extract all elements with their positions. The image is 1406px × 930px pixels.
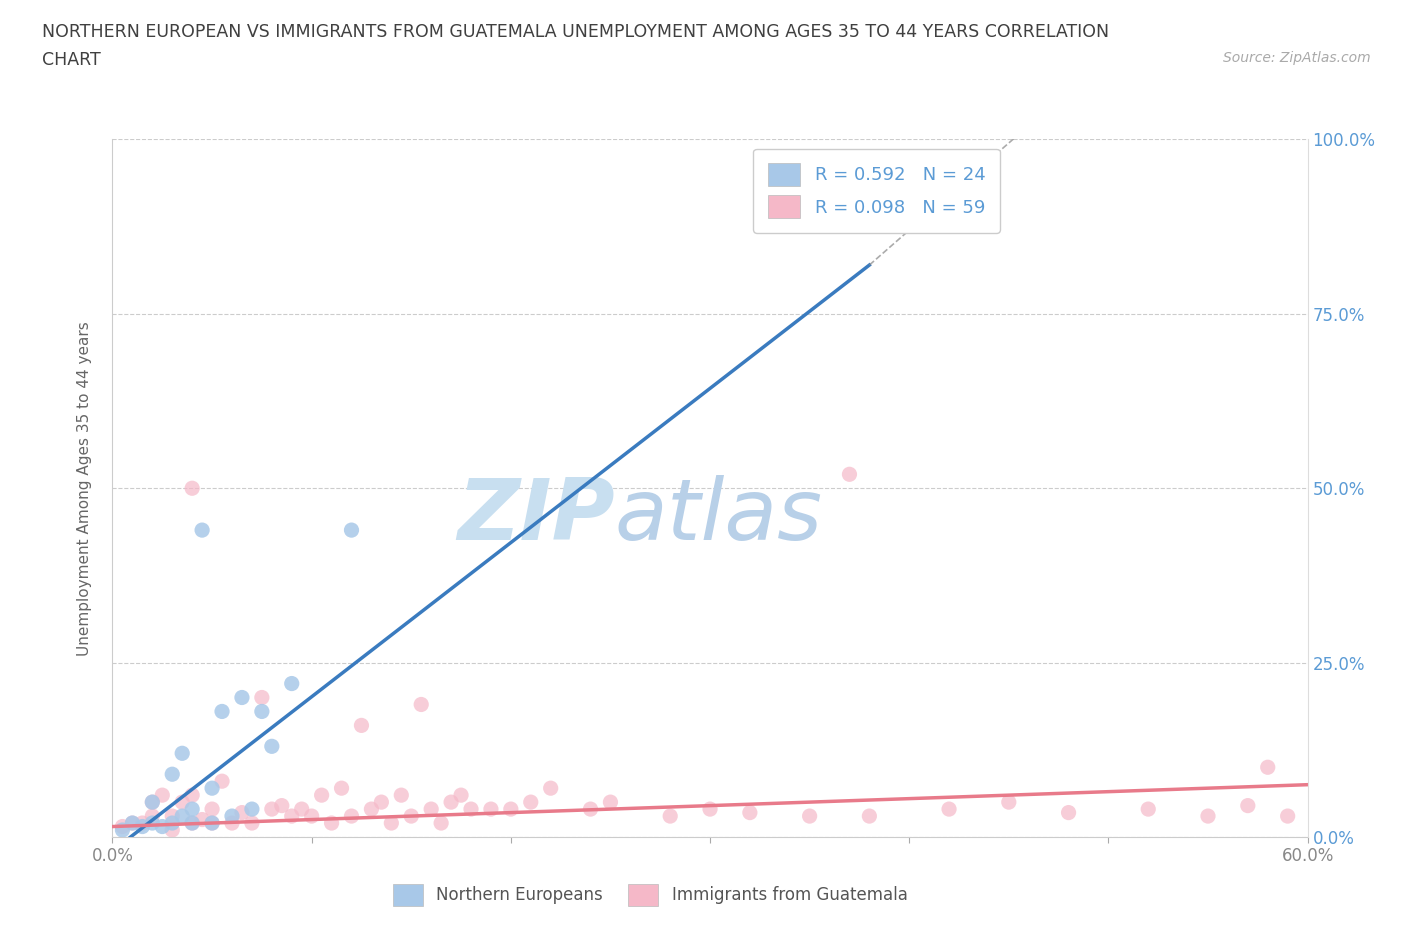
Point [201, 816, 224, 830]
Point [330, 781, 353, 796]
Point [321, 816, 343, 830]
Point [211, 774, 233, 789]
Point [111, 823, 134, 838]
Point [291, 802, 314, 817]
Point [221, 816, 243, 830]
Point [858, 167, 880, 182]
Point [172, 794, 194, 809]
Point [191, 523, 214, 538]
Point [111, 819, 134, 834]
Point [938, 802, 960, 817]
Point [231, 690, 253, 705]
Point [998, 794, 1021, 809]
Point [499, 802, 522, 817]
Point [440, 794, 463, 809]
Point [131, 816, 153, 830]
Text: NORTHERN EUROPEAN VS IMMIGRANTS FROM GUATEMALA UNEMPLOYMENT AMONG AGES 35 TO 44 : NORTHERN EUROPEAN VS IMMIGRANTS FROM GUA… [42, 23, 1109, 41]
Point [141, 809, 163, 824]
Point [460, 802, 482, 817]
Point [1237, 798, 1260, 813]
Text: CHART: CHART [42, 51, 101, 69]
Text: atlas: atlas [614, 474, 823, 558]
Y-axis label: Unemployment Among Ages 35 to 44 years: Unemployment Among Ages 35 to 44 years [77, 321, 91, 656]
Point [520, 794, 543, 809]
Point [430, 816, 453, 830]
Point [540, 781, 562, 796]
Point [150, 788, 173, 803]
Point [141, 816, 163, 830]
Point [1277, 809, 1299, 824]
Point [1197, 809, 1219, 824]
Point [240, 816, 263, 830]
Text: Source: ZipAtlas.com: Source: ZipAtlas.com [1223, 51, 1371, 65]
Point [579, 802, 602, 817]
Point [150, 819, 173, 834]
Point [181, 481, 204, 496]
Point [401, 809, 423, 824]
Point [221, 809, 243, 824]
Point [1257, 760, 1279, 775]
Point [281, 809, 304, 824]
Legend: Northern Europeans, Immigrants from Guatemala: Northern Europeans, Immigrants from Guat… [387, 878, 914, 912]
Point [181, 788, 204, 803]
Point [162, 816, 183, 830]
Point [162, 766, 183, 781]
Point [360, 802, 382, 817]
Point [659, 809, 682, 824]
Point [201, 816, 224, 830]
Point [191, 812, 214, 827]
Point [201, 802, 224, 817]
Point [738, 805, 761, 820]
Point [250, 704, 273, 719]
Text: ZIP: ZIP [457, 474, 614, 558]
Point [858, 809, 880, 824]
Point [1137, 802, 1160, 817]
Point [311, 788, 333, 803]
Point [340, 809, 363, 824]
Point [121, 816, 143, 830]
Point [231, 805, 253, 820]
Point [389, 788, 412, 803]
Point [162, 809, 183, 824]
Point [260, 802, 283, 817]
Point [838, 467, 860, 482]
Point [121, 816, 143, 830]
Point [799, 809, 821, 824]
Point [281, 676, 304, 691]
Point [340, 523, 363, 538]
Point [301, 809, 323, 824]
Point [131, 819, 153, 834]
Point [350, 718, 373, 733]
Point [479, 802, 502, 817]
Point [141, 794, 163, 809]
Point [370, 794, 392, 809]
Point [1057, 805, 1080, 820]
Point [450, 788, 472, 803]
Point [240, 802, 263, 817]
Point [181, 802, 204, 817]
Point [250, 690, 273, 705]
Point [411, 698, 433, 712]
Point [181, 816, 204, 830]
Point [181, 816, 204, 830]
Point [172, 746, 194, 761]
Point [699, 802, 721, 817]
Point [260, 738, 283, 753]
Point [211, 704, 233, 719]
Point [141, 794, 163, 809]
Point [270, 798, 292, 813]
Point [420, 802, 443, 817]
Point [162, 823, 183, 838]
Point [201, 781, 224, 796]
Point [599, 794, 621, 809]
Point [380, 816, 402, 830]
Point [172, 809, 194, 824]
